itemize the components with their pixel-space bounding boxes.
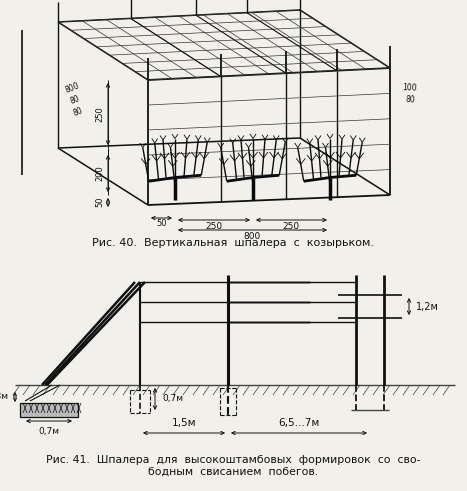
Text: 80: 80 <box>72 106 84 118</box>
Text: 800: 800 <box>243 231 261 241</box>
Text: 100: 100 <box>403 83 417 93</box>
Text: 250: 250 <box>205 221 223 230</box>
Text: 0,8м: 0,8м <box>0 392 8 402</box>
Text: 0,7м: 0,7м <box>162 394 183 404</box>
Text: 250: 250 <box>283 221 299 230</box>
Text: 50: 50 <box>95 197 105 207</box>
Text: 1,5м: 1,5м <box>172 418 196 428</box>
Text: 80: 80 <box>405 95 415 105</box>
Text: Рис. 40.  Вертикальная  шпалера  с  козырьком.: Рис. 40. Вертикальная шпалера с козырько… <box>92 238 374 248</box>
Text: бодным  свисанием  побегов.: бодным свисанием побегов. <box>148 467 318 477</box>
Text: 1,2м: 1,2м <box>416 302 439 312</box>
Text: 200: 200 <box>95 165 105 181</box>
Text: 50: 50 <box>157 218 167 227</box>
Text: 800: 800 <box>64 81 80 95</box>
Text: 6,5...7м: 6,5...7м <box>278 418 319 428</box>
Text: 250: 250 <box>95 106 105 122</box>
Text: 80: 80 <box>69 94 81 106</box>
Text: Рис. 41.  Шпалера  для  высокоштамбовых  формировок  со  сво-: Рис. 41. Шпалера для высокоштамбовых фор… <box>46 455 420 465</box>
Bar <box>20 403 78 417</box>
Text: 0,7м: 0,7м <box>38 427 60 436</box>
